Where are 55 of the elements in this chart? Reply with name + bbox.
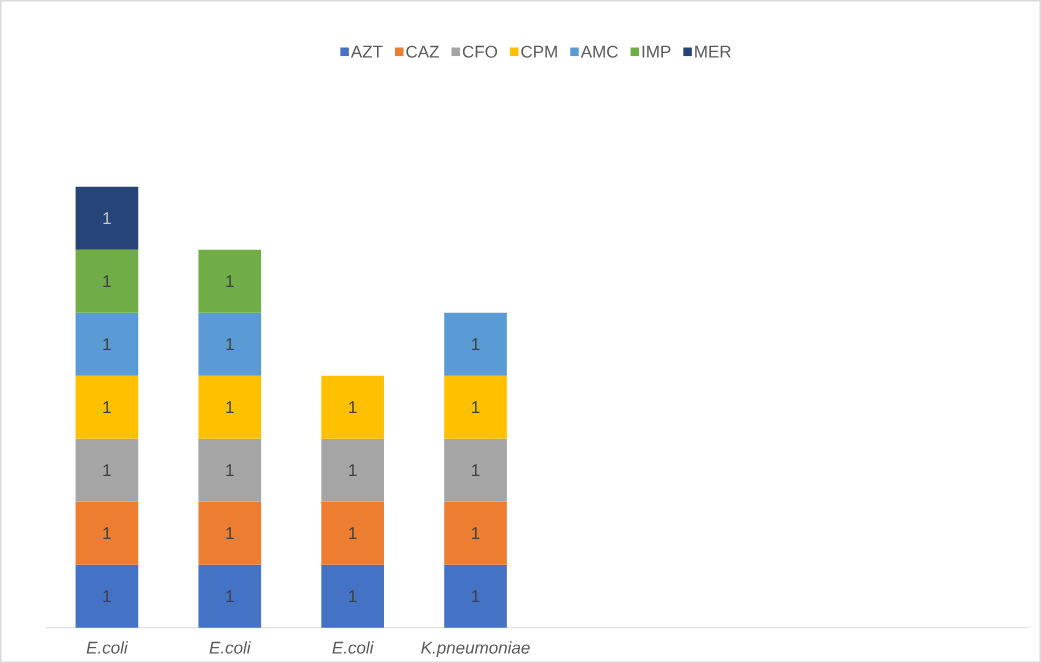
x-tick-label: E.coli — [86, 641, 129, 654]
data-label: 1 — [226, 338, 234, 351]
data-label: 1 — [103, 401, 111, 414]
data-label: 1 — [226, 464, 234, 477]
legend-label: CFO — [462, 45, 498, 58]
bar — [198, 501, 262, 565]
data-label: 1 — [226, 527, 234, 540]
legend-label: AZT — [350, 45, 383, 58]
bar — [444, 438, 507, 502]
bar — [444, 501, 507, 565]
data-label: 1 — [472, 401, 480, 414]
data-label: 1 — [226, 590, 234, 603]
data-label: 1 — [103, 464, 111, 477]
bar — [321, 375, 384, 439]
x-tick-label: E.coli — [332, 641, 374, 654]
data-label: 1 — [226, 275, 234, 288]
data-label: 1 — [103, 590, 111, 603]
bar — [198, 438, 262, 502]
bar — [444, 312, 507, 376]
data-label: 1 — [103, 527, 111, 540]
data-label: 1 — [349, 590, 357, 603]
legend-label: IMP — [642, 45, 671, 58]
bar — [75, 438, 139, 502]
x-tick-label: K.pneumoniae — [421, 641, 530, 658]
bar — [75, 501, 139, 565]
data-label: 1 — [103, 275, 111, 288]
data-label: 1 — [472, 338, 480, 351]
bar — [321, 501, 384, 565]
bar — [198, 375, 262, 439]
bar — [75, 564, 139, 628]
data-label: 1 — [226, 401, 234, 414]
bar — [75, 186, 139, 250]
legend-label: MER — [695, 45, 731, 58]
legend-label: CPM — [521, 45, 557, 58]
data-label: 1 — [103, 338, 111, 351]
data-label: 1 — [472, 590, 480, 603]
bar — [198, 312, 262, 376]
bar — [198, 249, 262, 313]
bar — [75, 249, 139, 313]
data-label: 1 — [349, 527, 357, 540]
bar — [444, 564, 507, 628]
data-label: 1 — [472, 527, 480, 540]
bar — [75, 312, 139, 376]
data-label: 1 — [349, 401, 357, 414]
legend-label: AMC — [580, 45, 618, 58]
bar — [444, 375, 507, 439]
bar — [75, 375, 139, 439]
data-label: 1 — [472, 464, 480, 477]
bar — [198, 564, 262, 628]
legend-label: CAZ — [406, 45, 439, 58]
bar — [321, 438, 384, 502]
x-tick-label: E.coli — [209, 641, 251, 654]
data-label: 1 — [349, 464, 357, 477]
data-label: 1 — [103, 212, 111, 225]
bar — [321, 564, 384, 628]
